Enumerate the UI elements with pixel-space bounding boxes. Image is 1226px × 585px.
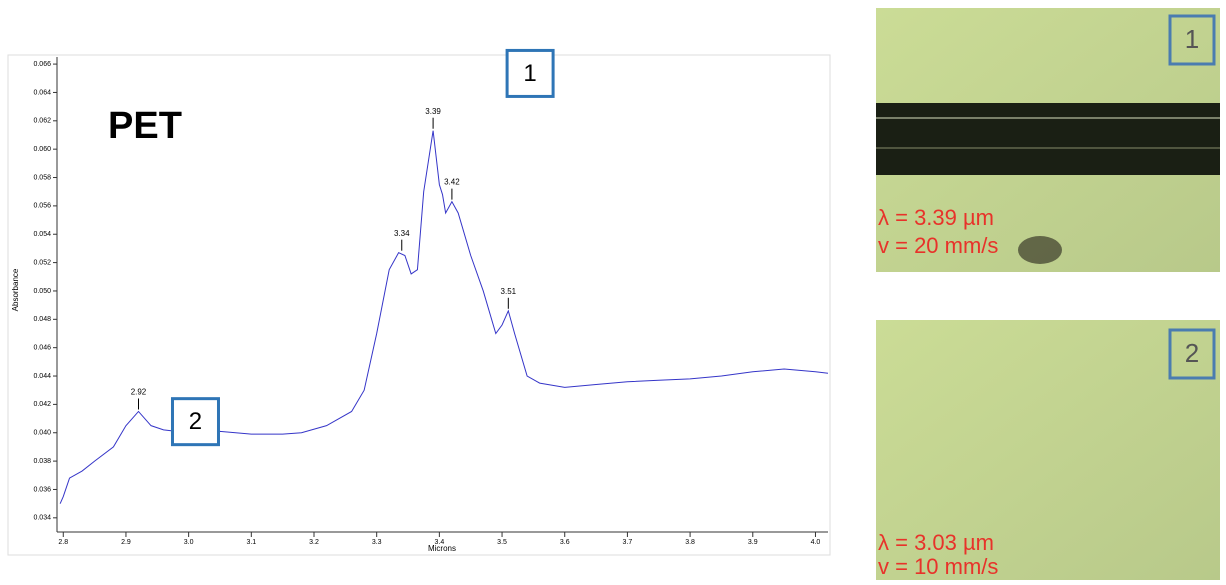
peak-label: 3.39 bbox=[425, 107, 441, 116]
x-tick-label: 3.7 bbox=[623, 539, 633, 546]
y-tick-label: 0.066 bbox=[33, 61, 51, 68]
y-tick-label: 0.046 bbox=[33, 345, 51, 352]
callout-label: 1 bbox=[523, 60, 536, 87]
x-tick-label: 4.0 bbox=[811, 539, 821, 546]
y-tick-label: 0.034 bbox=[33, 515, 51, 522]
chart-title: PET bbox=[108, 105, 182, 147]
y-tick-label: 0.054 bbox=[33, 231, 51, 238]
y-tick-label: 0.040 bbox=[33, 430, 51, 437]
photo-tag: 1 bbox=[1185, 24, 1199, 54]
x-tick-label: 3.4 bbox=[434, 539, 444, 546]
y-tick-label: 0.060 bbox=[33, 146, 51, 153]
y-tick-label: 0.042 bbox=[33, 401, 51, 408]
y-tick-label: 0.038 bbox=[33, 458, 51, 465]
x-tick-label: 3.8 bbox=[685, 539, 695, 546]
x-tick-label: 3.3 bbox=[372, 539, 382, 546]
x-tick-label: 3.1 bbox=[246, 539, 256, 546]
y-tick-label: 0.044 bbox=[33, 373, 51, 380]
photo-2: 2 λ = 3.03 µm v = 10 mm/s bbox=[876, 320, 1220, 580]
x-tick-label: 2.8 bbox=[58, 539, 68, 546]
photo-caption: v = 10 mm/s bbox=[878, 554, 998, 579]
page: {"chart_data": {"type": "line", "title":… bbox=[0, 0, 1226, 580]
peak-label: 3.42 bbox=[444, 178, 460, 187]
callout-label: 2 bbox=[189, 408, 202, 435]
y-tick-label: 0.050 bbox=[33, 288, 51, 295]
photo-caption: v = 20 mm/s bbox=[878, 233, 998, 258]
x-tick-label: 3.2 bbox=[309, 539, 319, 546]
x-tick-label: 3.9 bbox=[748, 539, 758, 546]
photo-caption: λ = 3.03 µm bbox=[878, 530, 994, 555]
photo-caption: λ = 3.39 µm bbox=[878, 205, 994, 230]
photo-tag: 2 bbox=[1185, 338, 1199, 368]
y-tick-label: 0.052 bbox=[33, 259, 51, 266]
peak-label: 2.92 bbox=[131, 388, 147, 397]
y-tick-label: 0.058 bbox=[33, 174, 51, 181]
x-tick-label: 3.5 bbox=[497, 539, 507, 546]
x-tick-label: 2.9 bbox=[121, 539, 131, 546]
y-tick-label: 0.062 bbox=[33, 118, 51, 125]
y-axis-label: Absorbance bbox=[11, 268, 20, 311]
figure: PET Microns Absorbance 1 λ = 3.39 µm v =… bbox=[0, 0, 1226, 580]
y-tick-label: 0.064 bbox=[33, 89, 51, 96]
photo-stripe bbox=[876, 103, 1220, 175]
y-tick-label: 0.048 bbox=[33, 316, 51, 323]
y-tick-label: 0.056 bbox=[33, 203, 51, 210]
peak-label: 3.51 bbox=[501, 287, 517, 296]
peak-label: 3.34 bbox=[394, 229, 410, 238]
y-tick-label: 0.036 bbox=[33, 486, 51, 493]
x-tick-label: 3.6 bbox=[560, 539, 570, 546]
photo-spot bbox=[1018, 236, 1062, 264]
x-tick-label: 3.0 bbox=[184, 539, 194, 546]
photo-1: 1 λ = 3.39 µm v = 20 mm/s bbox=[876, 8, 1220, 272]
